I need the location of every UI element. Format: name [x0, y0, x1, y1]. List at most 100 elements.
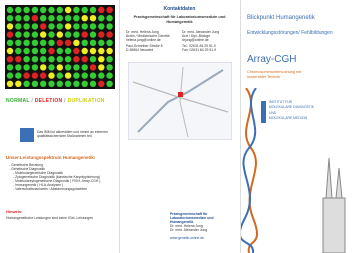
- array-spot: [73, 15, 80, 22]
- array-spot: [64, 15, 72, 22]
- service-item: - Immungenetik ( HLA-Analysen ): [13, 183, 64, 188]
- footer-name: Dr. med. Alexander Jung: [170, 228, 208, 232]
- logo-line: UND: [269, 110, 277, 115]
- services-title: Unser Leistungsspektrum Humangenetik:: [6, 155, 96, 160]
- array-spot: [56, 39, 63, 46]
- title: Array-CGH: [247, 54, 297, 65]
- array-spot: [89, 80, 97, 88]
- logo: INSTITUT FÜR MOLEKULARE DIAGNOSTIK UND M…: [269, 100, 314, 122]
- array-spot: [48, 56, 55, 63]
- doctor-role: Ärztin / Medizinische Genetik: [126, 34, 170, 39]
- array-spot: [98, 15, 105, 22]
- array-spot: [15, 6, 22, 14]
- array-spot: [81, 23, 88, 30]
- array-spot: [106, 15, 113, 22]
- array-spot: [106, 80, 113, 88]
- array-spot: [81, 72, 88, 79]
- array-spot: [31, 39, 39, 46]
- array-spot: [48, 31, 55, 38]
- array-spot: [56, 47, 63, 55]
- array-spot: [31, 56, 39, 63]
- array-spot: [40, 15, 47, 22]
- array-spot: [40, 23, 47, 30]
- array-spot: [106, 6, 113, 14]
- array-spot: [73, 47, 80, 55]
- array-spot: [31, 64, 39, 71]
- array-spot: [6, 56, 14, 63]
- map: [128, 62, 232, 140]
- array-spot: [98, 72, 105, 79]
- service-item: - Zytogenetische Diagnostik (klassische …: [13, 175, 100, 180]
- array-spot: [81, 47, 88, 55]
- array-spot: [23, 6, 30, 14]
- array-spot: [6, 31, 14, 38]
- array-spot: [48, 39, 55, 46]
- service-item: - Molekulargenetische Diagnostik: [13, 171, 63, 176]
- array-spot: [89, 72, 97, 79]
- array-spot: [6, 47, 14, 55]
- logo-line: MOLEKULARE DIAGNOSTIK: [269, 105, 315, 110]
- array-spot: [40, 6, 47, 14]
- contact-title: Kontaktdaten: [163, 6, 196, 12]
- array-spot: [89, 64, 97, 71]
- array-spot: [15, 23, 22, 30]
- service-item: - Vaterschaftsnachweis / Abstammungsguta…: [13, 187, 88, 192]
- array-spot: [15, 31, 22, 38]
- array-spot: [15, 15, 22, 22]
- array-spot: [81, 80, 88, 88]
- array-spot: [89, 15, 97, 22]
- array-spot: [6, 6, 14, 14]
- address: D-56564 Neuwied: [126, 48, 154, 53]
- array-spot: [40, 39, 47, 46]
- array-spot: [98, 39, 105, 46]
- array-spot: [73, 23, 80, 30]
- array-spot: [56, 6, 63, 14]
- array-spot: [56, 15, 63, 22]
- array-spot: [40, 72, 47, 79]
- array-spot: [106, 39, 113, 46]
- array-spot: [73, 72, 80, 79]
- array-spot: [15, 39, 22, 46]
- array-spot: [89, 47, 97, 55]
- array-spot: [73, 39, 80, 46]
- array-spot: [106, 56, 113, 63]
- array-spot: [15, 64, 22, 71]
- array-spot: [73, 31, 80, 38]
- array-spot: [48, 23, 55, 30]
- middle-panel: Kontaktdaten Praxisgemeinschaft für Labo…: [120, 0, 239, 253]
- array-spot: [73, 80, 80, 88]
- array-spot: [23, 72, 30, 79]
- phone: Fax: 02631 84 29 51-9: [182, 48, 217, 53]
- array-spot: [6, 80, 14, 88]
- array-spot: [98, 6, 105, 14]
- array-spot: [23, 39, 30, 46]
- array-spot: [23, 47, 30, 55]
- phone: Tel.: 02631 84 29 51-0: [182, 44, 216, 49]
- logo-mark: [261, 101, 266, 123]
- note-title: Hinweis:: [6, 209, 23, 214]
- array-spot: [31, 23, 39, 30]
- array-image: [5, 5, 115, 89]
- note: Humangenetische Leistungen sind keine IG…: [6, 216, 94, 220]
- service-item: - Genetische Beratung: [9, 163, 43, 167]
- right-panel: Blickpunkt Humangenetik Entwicklungsstör…: [240, 0, 358, 253]
- service-item: - Molekularzytogenetische Diagnostik ( F…: [13, 179, 101, 184]
- array-spot: [106, 31, 113, 38]
- array-spot: [81, 6, 88, 14]
- array-spot: [31, 6, 39, 14]
- array-spot: [56, 23, 63, 30]
- array-spot: [89, 39, 97, 46]
- array-spot: [98, 56, 105, 63]
- array-spot: [48, 64, 55, 71]
- website: www.genetik-online.de: [170, 236, 204, 240]
- left-panel: NORMAL / DELETION / DUPLIKATION Das IMM …: [0, 0, 120, 253]
- footer-name: Dr. med. Helena Jung: [170, 224, 203, 228]
- array-spot: [15, 47, 22, 55]
- separator: /: [31, 98, 34, 104]
- array-spot: [40, 47, 47, 55]
- array-spot: [48, 47, 55, 55]
- array-spot: [23, 31, 30, 38]
- array-spot: [23, 80, 30, 88]
- service-item: - Genetische Diagnostik: [9, 167, 45, 172]
- tagline: Chromosomenuntersuchung mit modernster T…: [247, 70, 302, 79]
